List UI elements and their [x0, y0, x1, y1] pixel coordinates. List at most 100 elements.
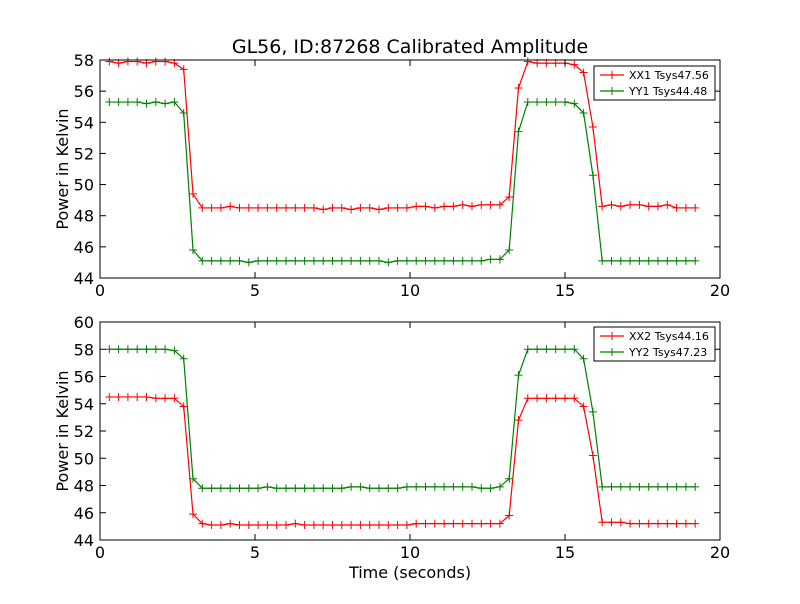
data-point — [458, 256, 467, 265]
data-point — [626, 519, 635, 528]
y-tick-label: 58 — [74, 340, 94, 359]
data-point — [672, 482, 681, 491]
data-point — [337, 484, 346, 493]
data-point — [588, 122, 597, 131]
data-point — [272, 256, 281, 265]
data-point — [458, 519, 467, 528]
data-point — [654, 519, 662, 528]
data-point — [561, 394, 569, 403]
data-point — [133, 57, 142, 66]
series-line — [109, 101, 696, 264]
data-point — [402, 521, 411, 530]
data-point — [579, 354, 588, 363]
data-point — [254, 521, 263, 530]
data-point — [179, 354, 188, 363]
series-line — [109, 60, 696, 211]
data-point — [328, 203, 337, 212]
data-point — [105, 392, 114, 401]
data-point — [421, 482, 430, 491]
data-point — [226, 519, 235, 528]
data-point — [551, 345, 560, 354]
data-point — [216, 521, 225, 530]
data-point — [477, 256, 486, 265]
data-point — [244, 203, 253, 212]
data-point — [523, 345, 532, 354]
y-tick-label: 56 — [74, 82, 94, 101]
data-point — [291, 256, 300, 265]
data-point — [356, 521, 365, 530]
data-point — [123, 98, 132, 107]
data-point — [291, 203, 300, 212]
data-point — [402, 256, 411, 265]
data-point — [681, 203, 690, 212]
legend-entry: YY2 Tsys47.23 — [628, 346, 707, 359]
data-point — [607, 200, 616, 209]
data-point — [123, 345, 132, 354]
data-point — [170, 346, 179, 355]
data-point — [514, 416, 523, 425]
data-point — [151, 98, 160, 107]
data-point — [114, 98, 123, 107]
data-point — [123, 57, 132, 66]
data-point — [133, 392, 142, 401]
data-point — [681, 256, 690, 265]
data-point — [347, 205, 356, 214]
data-point — [393, 203, 402, 212]
data-point — [133, 345, 142, 354]
data-point — [375, 484, 383, 493]
x-tick-label: 15 — [555, 543, 575, 562]
y-tick-label: 58 — [74, 51, 94, 70]
data-point — [533, 394, 542, 403]
series-line — [109, 396, 696, 526]
y-axis-label: Power in Kelvin — [53, 108, 72, 229]
data-point — [384, 203, 393, 212]
data-point — [142, 345, 151, 354]
x-tick-label: 5 — [250, 281, 260, 300]
data-point — [607, 518, 616, 527]
data-point — [263, 521, 272, 530]
data-point — [598, 202, 607, 211]
data-point — [291, 484, 300, 493]
data-point — [514, 84, 523, 93]
data-point — [430, 256, 439, 265]
data-point — [189, 510, 197, 519]
data-point — [179, 402, 188, 411]
data-point — [477, 200, 486, 209]
data-point — [114, 392, 123, 401]
data-point — [486, 200, 495, 209]
data-point — [440, 519, 449, 528]
data-point — [226, 484, 235, 493]
data-point — [505, 193, 514, 202]
series-1 — [105, 57, 700, 214]
data-point — [282, 203, 290, 212]
data-point — [393, 256, 402, 265]
data-point — [598, 482, 607, 491]
data-point — [319, 521, 328, 530]
data-point — [542, 98, 551, 107]
data-point — [588, 171, 597, 180]
data-point — [430, 482, 439, 491]
data-point — [291, 519, 300, 528]
data-point — [272, 521, 281, 530]
x-tick-label: 15 — [555, 281, 575, 300]
data-point — [551, 98, 560, 107]
data-point — [365, 256, 374, 265]
series-2 — [105, 345, 700, 493]
data-point — [505, 474, 514, 483]
data-point — [663, 200, 672, 209]
data-point — [384, 258, 393, 267]
legend-entry: XX1 Tsys47.56 — [629, 69, 709, 82]
data-point — [300, 484, 309, 493]
y-tick-label: 52 — [74, 144, 94, 163]
data-point — [495, 200, 504, 209]
data-point — [616, 202, 625, 211]
data-point — [449, 202, 458, 211]
data-point — [635, 482, 644, 491]
data-point — [244, 484, 253, 493]
x-tick-label: 20 — [710, 543, 730, 562]
data-point — [542, 345, 551, 354]
data-point — [616, 482, 625, 491]
data-point — [179, 65, 188, 74]
data-point — [440, 256, 449, 265]
data-point — [161, 394, 170, 403]
